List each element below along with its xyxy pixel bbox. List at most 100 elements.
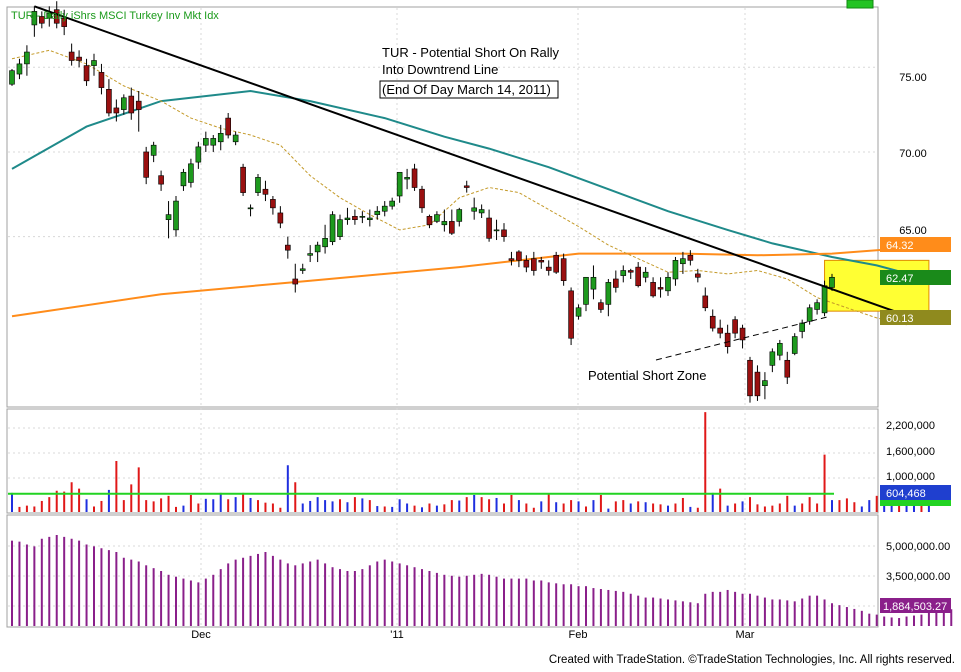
candle-body — [732, 319, 738, 334]
candle-body — [374, 210, 381, 215]
candle-body — [247, 207, 254, 210]
candle-body — [702, 295, 709, 309]
candle-body — [635, 266, 641, 287]
candle-body — [329, 214, 336, 243]
candle-body — [657, 287, 664, 290]
candle-body — [135, 100, 142, 110]
candle-body — [180, 171, 187, 187]
candle-body — [91, 60, 97, 66]
candle-body — [806, 307, 813, 322]
candle-body — [590, 276, 597, 290]
candle-body — [98, 72, 105, 88]
chart-title: TUR - Daily iShrs MSCI Turkey Inv Mkt Id… — [11, 10, 219, 22]
candle-body — [173, 200, 179, 231]
candle-body — [113, 107, 120, 114]
candle-body — [359, 216, 366, 218]
candle-body — [463, 185, 470, 188]
candle-body — [203, 138, 209, 146]
indicator-last-tag: 1,884,503.27 — [883, 601, 947, 613]
ma-short-price-tag-bg — [880, 310, 951, 325]
volume-y-tick-label: 1,600,000 — [886, 446, 935, 458]
volume-y-tick-label: 1,000,000 — [886, 471, 935, 483]
candle-body — [419, 188, 425, 209]
candle-body — [620, 270, 627, 276]
candle-body — [762, 380, 768, 386]
candle-body — [352, 216, 358, 221]
candle-body — [217, 133, 224, 143]
candle-body — [523, 260, 530, 268]
candle-body — [121, 97, 127, 110]
candle-body — [292, 278, 299, 285]
candle-body — [821, 285, 828, 314]
candle-body — [575, 307, 582, 317]
candle-body — [16, 63, 23, 75]
indicator-last-tag-bg — [880, 598, 951, 613]
candle-body — [486, 217, 492, 239]
candle-body — [150, 144, 157, 156]
ma-short-price-tag: 60.13 — [886, 313, 914, 325]
last-price-tag: 62.47 — [886, 273, 914, 285]
candle-body — [434, 214, 440, 222]
indicator-layer — [11, 534, 953, 626]
ma200-price-tag-bg — [880, 237, 951, 252]
candle-body — [411, 168, 418, 188]
candle-body — [299, 268, 306, 271]
candle-body — [232, 134, 239, 143]
footer-credit: Created with TradeStation. ©TradeStation… — [548, 654, 955, 666]
candle-body — [165, 214, 172, 221]
volume-layer — [8, 412, 930, 512]
candle-body — [277, 212, 284, 224]
candle-body — [307, 253, 313, 256]
candle-body — [627, 270, 634, 273]
candle-body — [747, 359, 753, 397]
volume-y-tick-label: 2,200,000 — [886, 420, 935, 432]
candle-body — [24, 51, 30, 65]
x-tick-label: Feb — [569, 629, 588, 641]
status-tab[interactable] — [846, 0, 874, 9]
candle-body — [441, 221, 448, 226]
candle-body — [240, 166, 246, 193]
y-tick-label: 65.00 — [899, 225, 927, 237]
candle-body — [665, 276, 671, 292]
candle-body — [516, 251, 522, 261]
candle-body — [709, 315, 716, 329]
candle-body — [449, 221, 455, 234]
ma-short-line — [11, 49, 930, 326]
candle-body — [270, 199, 276, 209]
annotation-short-zone: Potential Short Zone — [588, 368, 707, 383]
candle-body — [680, 258, 686, 265]
price-layer — [9, 1, 930, 403]
indicator-y-tick-label: 5,000,000.00 — [886, 541, 950, 553]
grid-layer — [8, 8, 877, 626]
candle-body — [143, 151, 149, 178]
candle-body — [76, 56, 82, 61]
indicator-panel-frame — [6, 514, 879, 628]
x-tick-label: Dec — [191, 629, 211, 641]
candle-body — [9, 70, 15, 85]
x-tick-label: Mar — [736, 629, 755, 641]
candle-body — [493, 229, 500, 232]
ma200-price-tag: 64.32 — [886, 240, 914, 252]
candle-body — [605, 282, 612, 305]
candle-body — [545, 266, 552, 271]
candle-body — [613, 278, 619, 288]
candle-body — [553, 254, 559, 273]
annotation-date: (End Of Day March 14, 2011) — [382, 82, 551, 97]
candle-body — [381, 205, 388, 212]
candle-body — [210, 138, 217, 146]
candle-body — [724, 332, 731, 348]
candle-body — [687, 254, 694, 261]
candle-body — [829, 276, 835, 288]
candle-body — [739, 327, 746, 341]
candle-body — [106, 88, 112, 114]
candle-body — [195, 146, 202, 163]
candle-body — [456, 209, 463, 222]
volume-last-tag: 604,468 — [886, 488, 926, 500]
candle-body — [53, 9, 60, 24]
annotation-date-box — [379, 80, 559, 99]
candle-body — [31, 11, 38, 26]
ma-teal-line — [11, 89, 922, 279]
y-tick-label: 75.00 — [899, 72, 927, 84]
